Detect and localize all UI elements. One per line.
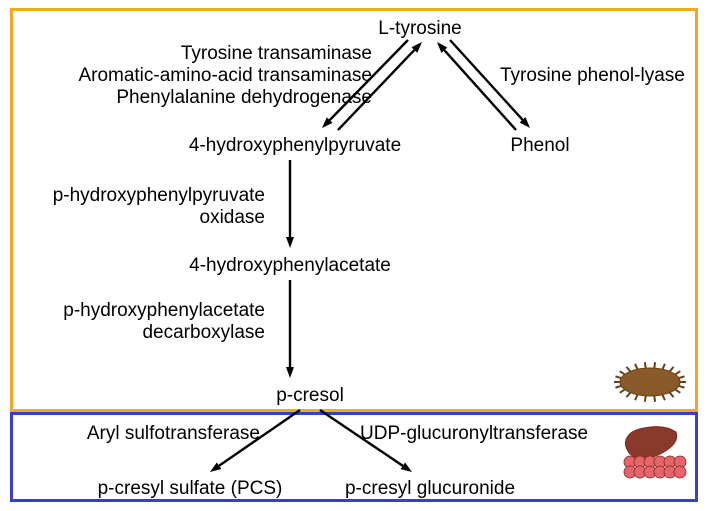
- node-phenol: Phenol: [510, 135, 569, 157]
- enzyme-hpa-decarboxylase: p-hydroxyphenylacetatedecarboxylase: [63, 300, 265, 344]
- node-p-cresyl-glucuronide: p-cresyl glucuronide: [345, 478, 515, 500]
- enzyme-group-transaminases: Tyrosine transaminaseAromatic-amino-acid…: [78, 43, 372, 109]
- liver-gut-icon: [620, 424, 692, 480]
- bacterium-icon: [612, 360, 688, 404]
- enzyme-aryl-sulfotransferase: Aryl sulfotransferase: [87, 423, 260, 445]
- node-4-hydroxyphenylpyruvate: 4-hydroxyphenylpyruvate: [189, 135, 401, 157]
- node-p-cresol: p-cresol: [276, 385, 344, 407]
- diagram-canvas: L-tyrosine Tyrosine transaminaseAromatic…: [0, 0, 708, 511]
- node-4-hydroxyphenylacetate: 4-hydroxyphenylacetate: [189, 255, 391, 277]
- enzyme-udp-glucuronyltransferase: UDP-glucuronyltransferase: [360, 423, 588, 445]
- node-p-cresyl-sulfate: p-cresyl sulfate (PCS): [98, 478, 283, 500]
- enzyme-hpp-oxidase: p-hydroxyphenylpyruvateoxidase: [53, 185, 265, 229]
- enzyme-tyrosine-phenol-lyase: Tyrosine phenol-lyase: [500, 65, 685, 87]
- node-l-tyrosine: L-tyrosine: [378, 18, 461, 40]
